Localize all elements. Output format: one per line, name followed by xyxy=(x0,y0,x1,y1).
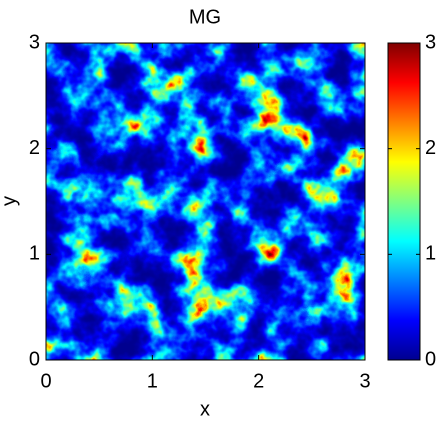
x-tick-label: 2 xyxy=(253,370,264,392)
y-tick-label: 2 xyxy=(29,137,40,159)
colorbar-tick-label: 2 xyxy=(425,137,436,159)
heatmap-field xyxy=(46,43,365,360)
colorbar-tick-label: 0 xyxy=(425,348,436,370)
x-tick-label: 3 xyxy=(359,370,370,392)
x-tick-label: 0 xyxy=(40,370,51,392)
y-tick-label: 3 xyxy=(29,31,40,53)
y-tick-label: 0 xyxy=(29,348,40,370)
colorbar-tick-label: 3 xyxy=(425,31,436,53)
x-axis-label: x xyxy=(200,398,210,420)
colorbar xyxy=(387,42,421,361)
y-tick-label: 1 xyxy=(29,243,40,265)
plot-frame xyxy=(45,42,366,361)
colorbar-tick-label: 1 xyxy=(425,243,436,265)
x-tick-label: 1 xyxy=(147,370,158,392)
chart-title: MG xyxy=(189,6,221,28)
y-axis-label: y xyxy=(0,196,20,206)
